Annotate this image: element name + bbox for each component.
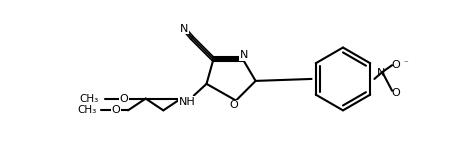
Text: N: N (377, 68, 386, 78)
Text: O: O (120, 94, 128, 104)
Text: ⁻: ⁻ (404, 60, 408, 69)
Text: O: O (230, 100, 238, 111)
Text: O: O (391, 60, 400, 70)
Text: CH₃: CH₃ (79, 94, 99, 104)
Text: CH₃: CH₃ (78, 105, 96, 115)
Text: O: O (112, 105, 121, 115)
Text: NH: NH (179, 97, 195, 107)
Text: O: O (391, 88, 400, 98)
Text: N: N (180, 24, 188, 34)
Text: N: N (240, 50, 248, 60)
